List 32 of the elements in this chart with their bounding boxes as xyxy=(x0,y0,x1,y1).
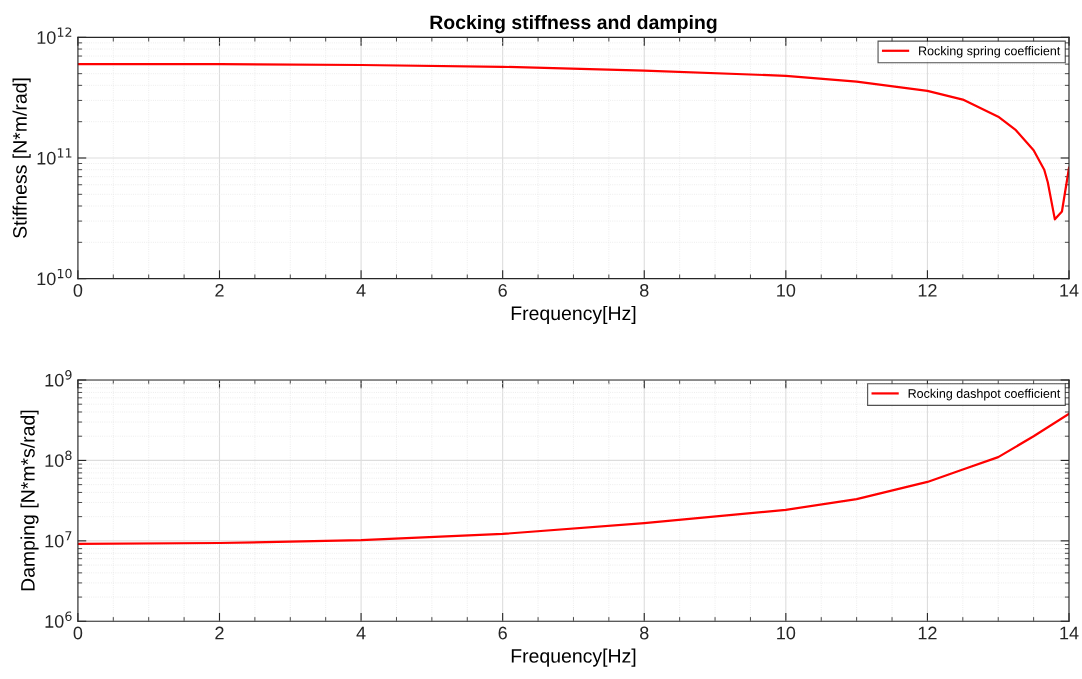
x-tick-label: 14 xyxy=(1060,284,1079,297)
x-axis-title: Frequency[Hz] xyxy=(511,305,636,325)
legend-label: Rocking dashpot coefficient xyxy=(908,388,1061,401)
x-tick-label: 6 xyxy=(498,626,507,640)
chart-title: Rocking stiffness and damping xyxy=(430,14,717,34)
y-tick-label: 10$^{9}$ xyxy=(45,370,72,387)
x-tick-label: 0 xyxy=(73,283,83,297)
x-tick-label: 10 xyxy=(777,626,796,640)
y-tick-label: 10$^{8}$ xyxy=(45,450,72,467)
y-tick-label: 10$^{10}$ xyxy=(37,268,72,286)
x-tick-label: 4 xyxy=(356,284,366,297)
x-tick-label: 6 xyxy=(498,283,507,297)
x-tick-label: 14 xyxy=(1060,626,1079,640)
x-tick-label: 8 xyxy=(640,626,649,640)
x-tick-label: 0 xyxy=(73,626,83,640)
x-axis-title: Frequency[Hz] xyxy=(511,648,636,667)
x-tick-label: 12 xyxy=(918,626,937,640)
y-axis-title: Stiffness [N*m/rad] xyxy=(12,78,31,238)
x-tick-label: 10 xyxy=(777,283,796,297)
y-tick-label: 10$^{6}$ xyxy=(45,611,72,628)
x-tick-label: 2 xyxy=(215,626,224,640)
y-tick-label: 10$^{11}$ xyxy=(37,148,72,165)
x-tick-label: 12 xyxy=(918,283,937,297)
x-tick-label: 4 xyxy=(356,626,366,640)
line-series xyxy=(77,412,1070,545)
y-tick-label: 10$^{7}$ xyxy=(45,531,72,548)
legend-label: Rocking spring coefficient xyxy=(919,46,1061,58)
y-axis-title: Damping [N*m*s/rad] xyxy=(20,410,39,591)
x-tick-label: 8 xyxy=(640,283,649,297)
line-series xyxy=(77,63,1070,221)
x-tick-label: 2 xyxy=(215,283,224,297)
y-tick-label: 10$^{12}$ xyxy=(37,27,72,44)
